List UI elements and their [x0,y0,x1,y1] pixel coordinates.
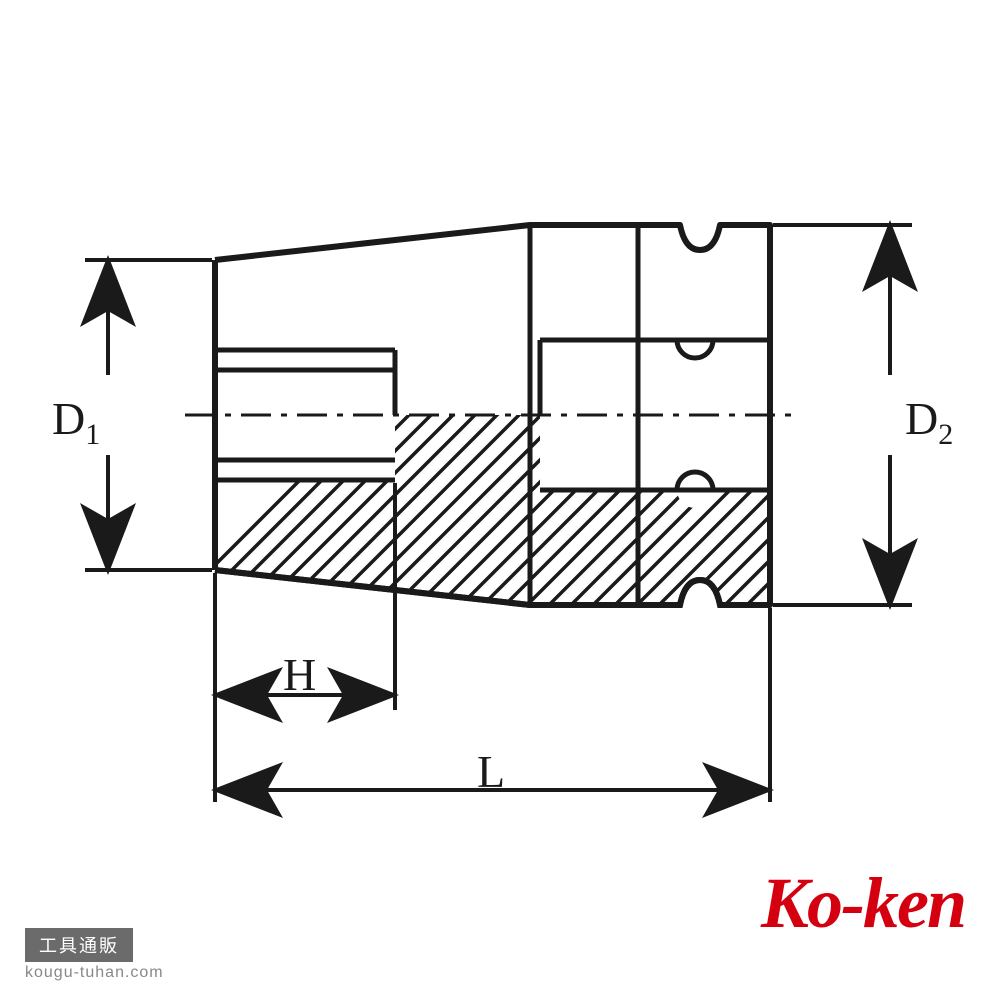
brand-logo: Ko-ken [761,862,965,945]
footer-url: kougu-tuhan.com [25,964,164,982]
socket-diagram-svg [0,0,1000,1000]
label-h: H [283,648,316,701]
technical-drawing: D1 D2 H L [0,0,1000,1000]
label-l: L [477,745,505,798]
dimension-d2 [773,225,912,605]
dimension-h [215,483,395,802]
label-d2: D2 [905,392,953,452]
footer-label: 工具通販 [25,928,133,962]
cross-section-hatch [130,400,952,650]
label-d1: D1 [52,392,100,452]
